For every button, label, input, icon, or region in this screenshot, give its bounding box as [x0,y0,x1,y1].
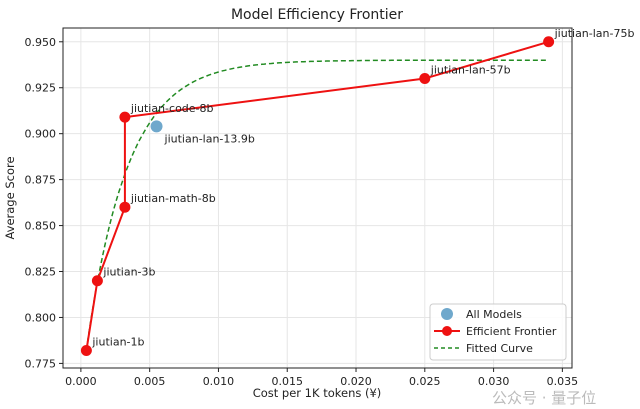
x-tick-label: 0.020 [340,375,372,388]
point-label: jiutian-math-8b [130,192,216,205]
fitted-curve [85,59,549,350]
frontier-point [543,36,555,48]
point-label: jiutian-3b [102,266,155,279]
x-tick-label: 0.000 [65,375,97,388]
y-tick-label: 0.950 [25,36,57,49]
x-tick-label: 0.005 [134,375,166,388]
legend-box [429,303,567,361]
legend-all-models: All Models [466,308,522,321]
frontier-point [91,275,103,287]
y-tick-label: 0.850 [25,220,57,233]
chart-title: Model Efficiency Frontier [231,7,403,23]
plot-frame [62,27,573,369]
watermark: 公众号 · 量子位 [492,389,597,407]
x-tick-label: 0.015 [271,375,303,388]
y-tick-label: 0.900 [25,128,57,141]
point-label: jiutian-lan-13.9b [164,132,255,145]
point-label: jiutian-lan-75b [554,27,635,40]
point-label: jiutian-lan-57b [430,64,511,77]
legend-fitted: Fitted Curve [466,342,533,355]
x-tick-label: 0.010 [203,375,235,388]
legend-frontier: Efficient Frontier [466,325,557,338]
legend-all-models-marker [441,308,453,320]
frontier-point [119,201,131,213]
frontier-point [119,111,131,123]
frontier-point [419,73,431,85]
y-axis-label: Average Score [3,156,17,239]
legend-frontier-marker [442,326,452,336]
legend: All Models Efficient Frontier Fitted Cur… [429,303,567,361]
frontier-point [80,345,92,357]
frontier-line [85,40,549,351]
y-tick-label: 0.775 [25,357,57,370]
y-tick-label: 0.925 [25,82,57,95]
x-axis-label: Cost per 1K tokens (¥) [253,386,382,400]
x-tick-label: 0.030 [478,375,510,388]
x-tick-label: 0.035 [547,375,579,388]
y-tick-label: 0.875 [25,174,57,187]
x-tick-label: 0.025 [409,375,441,388]
all-models-point [150,120,163,133]
y-tick-label: 0.825 [25,266,57,279]
point-label: jiutian-1b [91,336,144,349]
point-label: jiutian-code-8b [130,102,214,115]
y-tick-label: 0.800 [25,311,57,324]
